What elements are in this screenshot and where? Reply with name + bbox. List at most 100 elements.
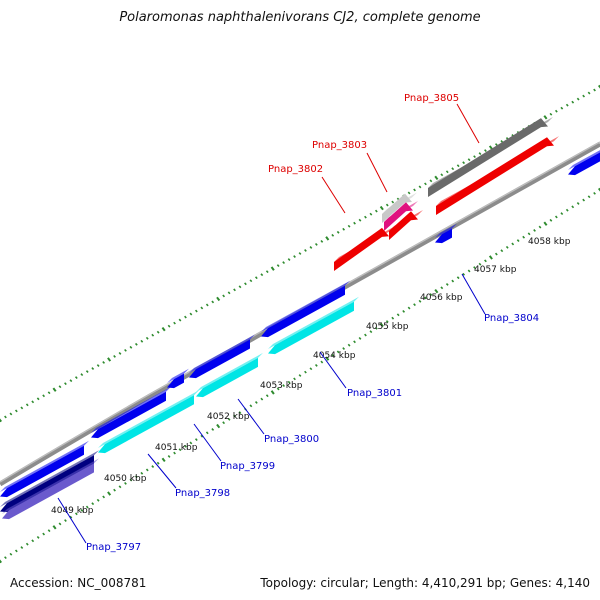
minor-tick bbox=[14, 409, 18, 413]
minor-tick bbox=[64, 519, 67, 522]
minor-tick bbox=[527, 232, 531, 236]
minor-tick bbox=[287, 258, 291, 261]
gene-label-pnap-3802[interactable]: Pnap_3802 bbox=[268, 164, 323, 175]
minor-tick bbox=[342, 227, 346, 231]
minor-tick bbox=[227, 291, 231, 295]
major-tick bbox=[107, 491, 112, 496]
minor-tick bbox=[184, 315, 187, 319]
gene-arrow-pnap-3804[interactable] bbox=[435, 228, 452, 244]
gene-arrow-pnap-3801-cyan-top bbox=[268, 296, 359, 349]
tick-label: 4053 kbp bbox=[260, 381, 303, 391]
minor-tick bbox=[424, 296, 427, 300]
minor-tick bbox=[429, 179, 433, 183]
minor-tick bbox=[233, 288, 236, 292]
minor-tick bbox=[554, 215, 558, 219]
gene-arrow-pnap-3803[interactable] bbox=[389, 211, 418, 240]
gene-label-pnap-3800[interactable]: Pnap_3800 bbox=[264, 434, 319, 445]
minor-tick bbox=[484, 149, 487, 153]
gene-arrow-pnap-3798-cyan-top bbox=[98, 390, 199, 448]
minor-tick bbox=[42, 532, 46, 536]
minor-tick bbox=[516, 239, 520, 243]
gene-arrow-pnap-3805-gray[interactable] bbox=[428, 118, 548, 197]
minor-tick bbox=[424, 182, 427, 186]
minor-tick bbox=[587, 195, 591, 199]
minor-tick bbox=[91, 367, 95, 370]
gene-arrow-navy[interactable] bbox=[0, 455, 94, 513]
minor-tick bbox=[200, 306, 204, 310]
gene-label-pnap-3803[interactable]: Pnap_3803 bbox=[312, 140, 367, 151]
minor-tick bbox=[413, 188, 416, 192]
gene-arrow-pnap-3801-cyan[interactable] bbox=[268, 301, 354, 355]
minor-tick bbox=[407, 306, 411, 310]
gene-arrow-pnap-3800[interactable] bbox=[189, 339, 250, 379]
gene-arrow-pnap-3797-blue-top bbox=[0, 440, 89, 492]
minor-tick bbox=[320, 239, 324, 243]
minor-tick bbox=[571, 205, 575, 209]
minor-tick bbox=[260, 397, 264, 401]
callout-line bbox=[319, 351, 347, 389]
gene-arrow-pnap-3798[interactable] bbox=[91, 391, 166, 439]
minor-tick bbox=[36, 535, 40, 539]
minor-tick bbox=[173, 451, 176, 455]
gene-label-pnap-3797[interactable]: Pnap_3797 bbox=[86, 542, 141, 553]
minor-tick bbox=[298, 252, 302, 255]
major-tick bbox=[325, 356, 330, 361]
minor-tick bbox=[20, 406, 24, 410]
minor-tick bbox=[233, 414, 236, 418]
gene-arrow-magenta[interactable] bbox=[384, 202, 413, 231]
gene-arrow-light[interactable] bbox=[382, 193, 412, 223]
gene-label-pnap-3801[interactable]: Pnap_3801 bbox=[347, 388, 402, 399]
gene-label-pnap-3798[interactable]: Pnap_3798 bbox=[175, 488, 230, 499]
gene-arrow-pnap-3805[interactable] bbox=[436, 137, 554, 215]
gene-arrow-pnap-3798-cyan[interactable] bbox=[98, 395, 194, 454]
gene-arrow-pnap-3797-blue[interactable] bbox=[0, 445, 84, 498]
minor-tick bbox=[205, 303, 209, 307]
minor-tick bbox=[129, 345, 133, 349]
gene-arrow-navy-top bbox=[0, 450, 99, 507]
minor-tick bbox=[565, 208, 569, 212]
gene-arrow-pnap-3799[interactable] bbox=[167, 373, 184, 389]
minor-tick bbox=[364, 333, 367, 337]
minor-tick bbox=[96, 498, 100, 502]
minor-tick bbox=[85, 370, 89, 373]
gene-label-pnap-3805[interactable]: Pnap_3805 bbox=[404, 93, 459, 104]
genome-backbone bbox=[0, 141, 600, 487]
gene-arrow-pnap-3800-cyan[interactable] bbox=[196, 357, 258, 398]
minor-tick bbox=[222, 294, 226, 298]
minor-tick bbox=[58, 385, 62, 389]
gene-arrow-slate-top bbox=[2, 458, 99, 514]
minor-tick bbox=[129, 478, 133, 482]
minor-tick bbox=[178, 318, 182, 322]
gene-arrow-slate[interactable] bbox=[2, 463, 94, 520]
minor-tick bbox=[249, 279, 253, 283]
minor-tick bbox=[20, 546, 24, 549]
minor-tick bbox=[369, 330, 373, 334]
minor-tick bbox=[484, 259, 487, 263]
minor-tick bbox=[145, 468, 149, 472]
gene-arrow-pnap-3801[interactable] bbox=[261, 285, 345, 338]
major-tick bbox=[161, 326, 166, 332]
minor-tick bbox=[314, 363, 318, 367]
minor-tick bbox=[456, 164, 460, 168]
gene-callouts: Pnap_3797 Pnap_3798 Pnap_3799 Pnap_3800 … bbox=[57, 93, 539, 553]
gene-label-pnap-3799[interactable]: Pnap_3799 bbox=[220, 461, 275, 472]
minor-tick bbox=[374, 326, 378, 330]
gene-label-pnap-3804[interactable]: Pnap_3804 bbox=[484, 313, 539, 324]
minor-tick bbox=[391, 316, 395, 320]
gene-arrow-right-edge[interactable] bbox=[568, 152, 600, 176]
minor-tick bbox=[456, 276, 460, 280]
major-tick bbox=[597, 84, 600, 89]
minor-tick bbox=[331, 233, 335, 237]
genome-backbone-highlight bbox=[0, 141, 600, 483]
minor-tick bbox=[494, 143, 498, 146]
minor-tick bbox=[96, 364, 100, 367]
minor-tick bbox=[347, 224, 351, 228]
major-tick bbox=[379, 205, 384, 211]
minor-tick bbox=[238, 411, 242, 415]
major-tick bbox=[434, 175, 439, 181]
major-tick bbox=[52, 525, 57, 530]
minor-tick bbox=[538, 225, 542, 229]
gene-arrow-pnap-3802[interactable] bbox=[334, 227, 389, 271]
minor-tick bbox=[358, 336, 362, 340]
minor-tick bbox=[593, 88, 596, 92]
